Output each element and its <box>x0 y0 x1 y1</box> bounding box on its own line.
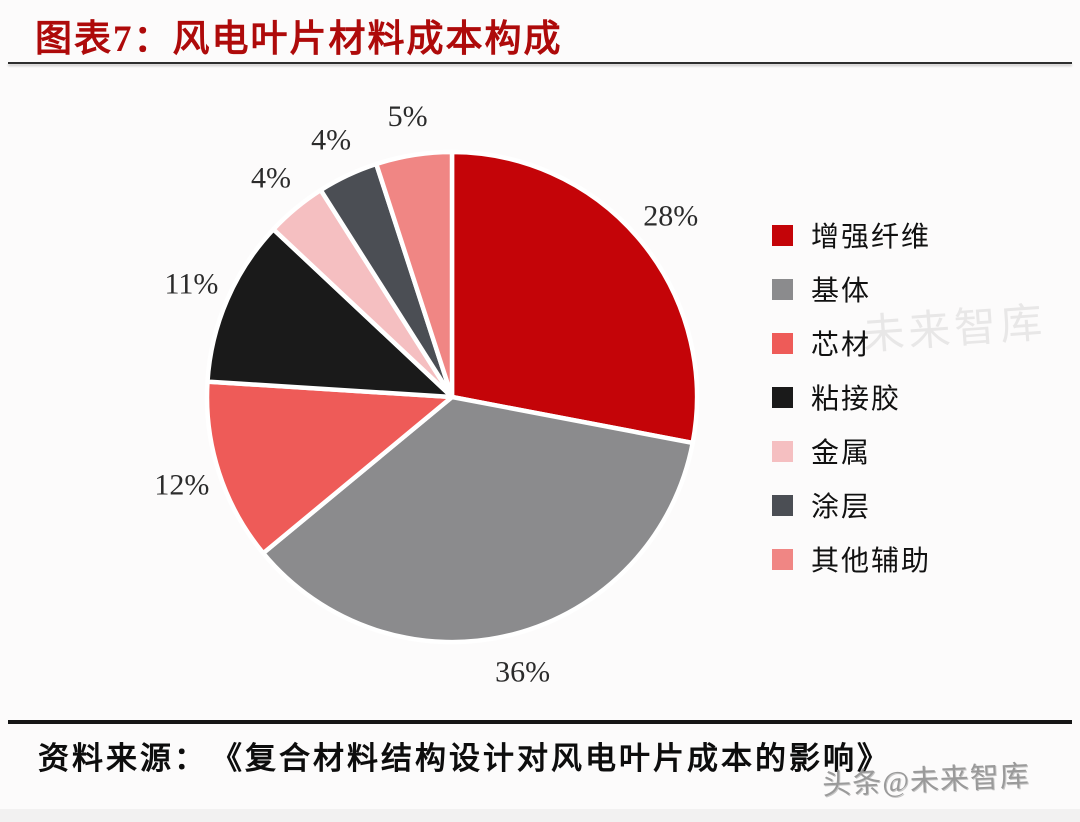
legend-swatch-icon <box>772 494 793 516</box>
legend-item-基体: 基体 <box>772 273 931 307</box>
legend-label: 增强纤维 <box>811 222 932 253</box>
legend-item-其他辅助: 其他辅助 <box>772 543 931 577</box>
slice-label-金属: 4% <box>251 162 291 195</box>
legend-item-粘接胶: 粘接胶 <box>772 381 931 415</box>
legend-swatch-icon <box>772 440 793 462</box>
legend-label: 涂层 <box>811 492 872 523</box>
slice-label-增强纤维: 28% <box>643 200 698 233</box>
slice-label-其他辅助: 5% <box>388 100 428 133</box>
pie-slice-基体 <box>260 394 695 645</box>
title-divider <box>8 62 1072 64</box>
legend-label: 芯材 <box>811 330 872 361</box>
slice-label-涂层: 4% <box>311 124 351 157</box>
legend-label: 基体 <box>811 276 872 307</box>
slice-label-基体: 36% <box>495 656 550 689</box>
legend-item-增强纤维: 增强纤维 <box>772 219 931 253</box>
legend-swatch-icon <box>772 278 793 300</box>
watermark-faint: 未来智库 <box>860 300 1048 360</box>
legend-label: 粘接胶 <box>811 384 902 415</box>
legend-swatch-icon <box>772 386 793 408</box>
slice-label-粘接胶: 11% <box>164 268 218 301</box>
legend-swatch-icon <box>772 224 793 246</box>
page-title: 图表7：风电叶片材料成本构成 <box>35 19 563 60</box>
pie-slice-其他辅助 <box>374 149 455 400</box>
legend: 增强纤维基体芯材粘接胶金属涂层其他辅助 <box>772 219 931 597</box>
bottom-band <box>0 809 1080 822</box>
pie-slice-增强纤维 <box>449 149 700 446</box>
footer-divider <box>8 720 1072 724</box>
source-note: 资料来源： 《复合材料结构设计对风电叶片成本的影响》 <box>38 741 891 776</box>
pie-slice-芯材 <box>204 379 455 556</box>
legend-swatch-icon <box>772 548 793 570</box>
legend-label: 金属 <box>811 438 872 469</box>
legend-item-金属: 金属 <box>772 435 931 469</box>
pie-slice-粘接胶 <box>205 227 455 400</box>
legend-item-芯材: 芯材 <box>772 327 931 361</box>
legend-item-涂层: 涂层 <box>772 489 931 523</box>
slice-label-芯材: 12% <box>154 468 209 501</box>
legend-swatch-icon <box>772 332 793 354</box>
legend-label: 其他辅助 <box>811 546 932 577</box>
